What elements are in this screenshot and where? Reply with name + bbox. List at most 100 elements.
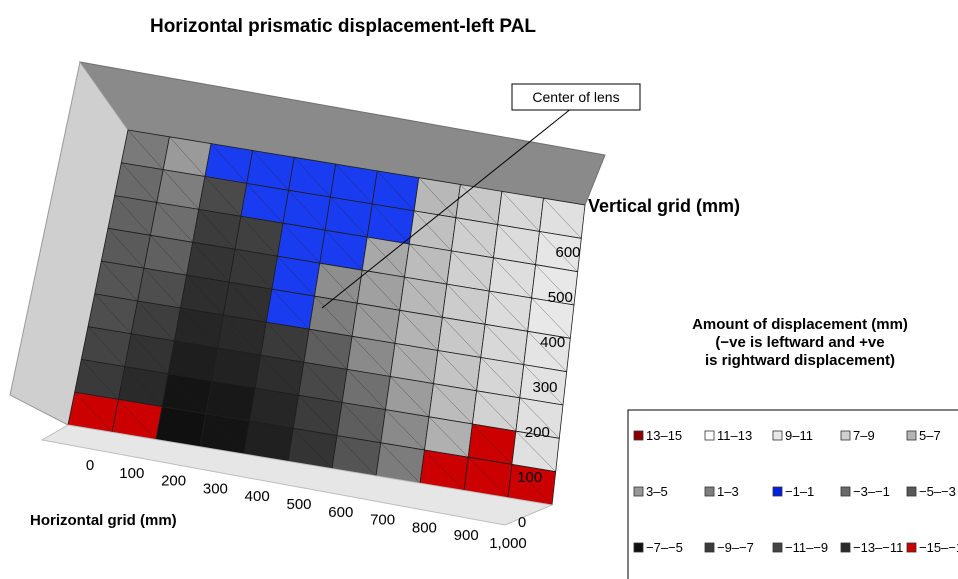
legend-label: −15–−13 — [919, 540, 958, 555]
surface-facet — [137, 300, 175, 342]
surface-facet — [198, 209, 236, 250]
surface-facet — [523, 364, 564, 406]
floor-plane — [40, 424, 554, 526]
surface-facet — [254, 387, 294, 429]
surface-facet — [192, 242, 230, 283]
surface-facet — [501, 191, 540, 232]
surface-facet — [309, 329, 348, 370]
surface-facet — [293, 428, 333, 469]
surface-facet — [399, 310, 439, 351]
surface-facet — [324, 229, 363, 271]
x-tick-label: 600 — [328, 504, 353, 521]
surface-facet — [385, 409, 425, 451]
surface-facet — [252, 150, 289, 191]
y-tick-label: 500 — [548, 289, 573, 306]
y-axis-ticks: 0 100 200 300 400 500 600 — [517, 244, 580, 531]
surface-facet — [361, 269, 400, 311]
legend-title-line: is rightward displacement) — [705, 352, 895, 369]
x-tick-label: 800 — [412, 519, 437, 536]
surface-facet — [442, 317, 482, 358]
legend-item: −3–−1 — [840, 484, 890, 499]
surface-facet — [81, 359, 119, 400]
surface-facet — [372, 203, 410, 245]
surface-facet — [293, 157, 331, 198]
legend-label: 9–11 — [785, 428, 813, 443]
x-tick-label: 100 — [119, 465, 144, 482]
surface-facet — [390, 376, 430, 417]
surface-facet — [319, 263, 358, 304]
legend-label: 11–13 — [717, 428, 752, 443]
surface-facet — [394, 343, 434, 384]
surface-facet — [409, 243, 448, 285]
surface-facet — [277, 256, 315, 297]
legend-swatch — [840, 486, 851, 497]
surface-facet — [168, 373, 207, 415]
legend-title: Amount of displacement (mm)(−ve is leftw… — [692, 316, 908, 369]
surface-facet — [380, 442, 421, 484]
surface-facet — [404, 276, 443, 318]
surface-facet — [118, 399, 157, 440]
surface-facet — [298, 395, 338, 436]
callout-label: Center of lens — [532, 89, 619, 105]
legend-swatch — [840, 542, 851, 553]
y-tick-label: 100 — [517, 469, 542, 486]
surface-facet — [511, 464, 553, 506]
legend-item: 7–9 — [840, 428, 875, 443]
legend-swatch — [906, 430, 917, 441]
surface-facet — [336, 435, 377, 477]
legend-swatch — [704, 542, 715, 553]
surface-facet — [229, 282, 267, 323]
surface-facet — [266, 322, 305, 363]
surface-plot — [9, 60, 606, 526]
legend-label: 5–7 — [919, 428, 941, 443]
legend-label: −5–−3 — [919, 484, 956, 499]
surface-facet — [162, 169, 200, 210]
surface-facet — [210, 143, 247, 184]
surface-facet — [161, 406, 201, 447]
surface-facet — [515, 430, 556, 472]
surface-facet — [356, 303, 396, 344]
legend-swatch — [840, 430, 851, 441]
legend-swatch — [704, 486, 715, 497]
surface-facet — [446, 283, 486, 325]
surface-facet — [204, 176, 242, 217]
surface-facet — [186, 274, 224, 316]
surface-facet — [531, 297, 571, 339]
legend-label: −11–−9 — [785, 540, 828, 555]
surface-facet — [288, 190, 326, 231]
surface-facet — [472, 423, 513, 465]
legend-label: −9–−7 — [717, 540, 754, 555]
legend-label: −7–−5 — [646, 540, 683, 555]
surface-facet — [180, 307, 218, 349]
surface-facet — [114, 195, 151, 236]
y-tick-label: 300 — [532, 379, 557, 396]
surface-facet — [460, 184, 498, 225]
surface-facet — [433, 383, 473, 425]
surface-facet — [437, 350, 477, 391]
surface-facet — [121, 162, 157, 203]
legend-swatch — [633, 430, 644, 441]
x-tick-label: 900 — [454, 527, 479, 544]
surface-facet — [217, 347, 256, 389]
y-tick-label: 400 — [540, 334, 565, 351]
surface-facet — [271, 289, 310, 330]
surface-facet — [335, 163, 373, 205]
surface-facet — [493, 257, 532, 299]
surface-facet — [150, 235, 187, 276]
legend-item: −15–−13 — [906, 540, 958, 555]
surface-facet — [455, 217, 494, 258]
legend-swatch — [772, 542, 783, 553]
legend-swatch — [704, 430, 715, 441]
surface-facet — [169, 136, 206, 177]
center-of-lens-callout: Center of lens — [321, 83, 641, 309]
surface-facet — [240, 216, 278, 257]
surface-facet — [130, 333, 169, 374]
x-tick-label: 0 — [86, 457, 94, 474]
surface-facet — [174, 340, 212, 382]
legend-title-line: Amount of displacement (mm) — [692, 316, 908, 333]
legend-label: 7–9 — [853, 428, 875, 443]
legend-item: 9–11 — [772, 428, 813, 443]
surface-facet — [346, 369, 386, 410]
surface-facet — [476, 390, 517, 432]
